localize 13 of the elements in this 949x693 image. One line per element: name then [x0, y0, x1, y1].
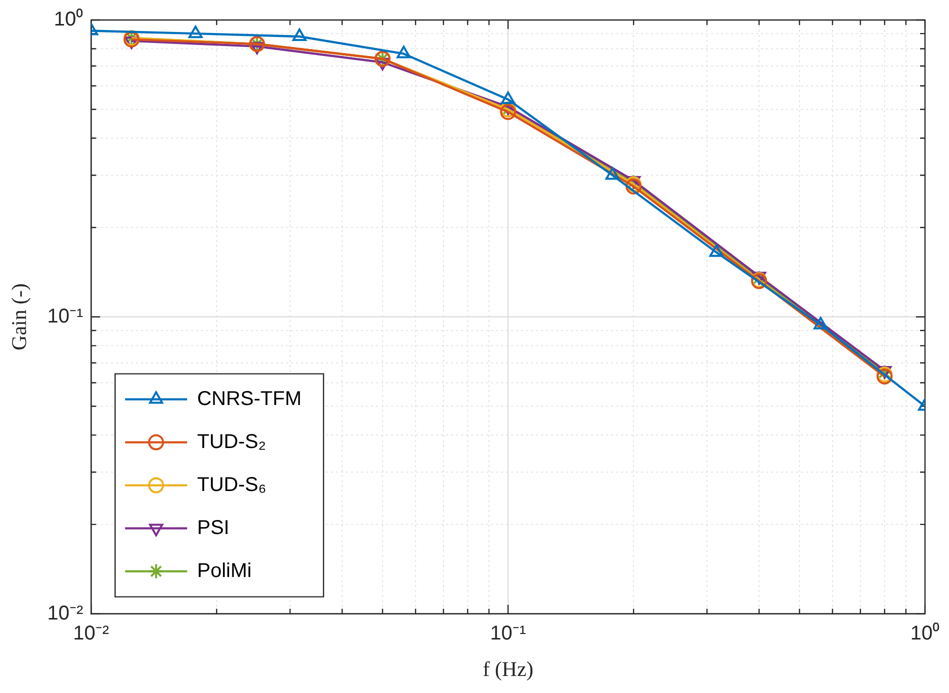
y-tick-label: 10⁻¹ [47, 305, 84, 328]
y-tick-label: 10⁻² [47, 602, 84, 624]
legend-label: PoliMi [197, 560, 252, 582]
x-tick-label: 10⁰ [910, 621, 940, 644]
legend-label: TUD-S₂ [197, 430, 266, 453]
x-tick-label: 10⁻¹ [490, 622, 526, 644]
x-tick-label: 10⁻² [73, 622, 110, 644]
legend-label: CNRS-TFM [197, 388, 302, 410]
y-tick-label: 10⁰ [54, 8, 84, 31]
legend-label: TUD-S₆ [197, 474, 266, 496]
x-axis-title: f (Hz) [482, 656, 534, 681]
legend-label: PSI [197, 516, 230, 539]
y-axis-title: Gain (-) [7, 283, 32, 350]
